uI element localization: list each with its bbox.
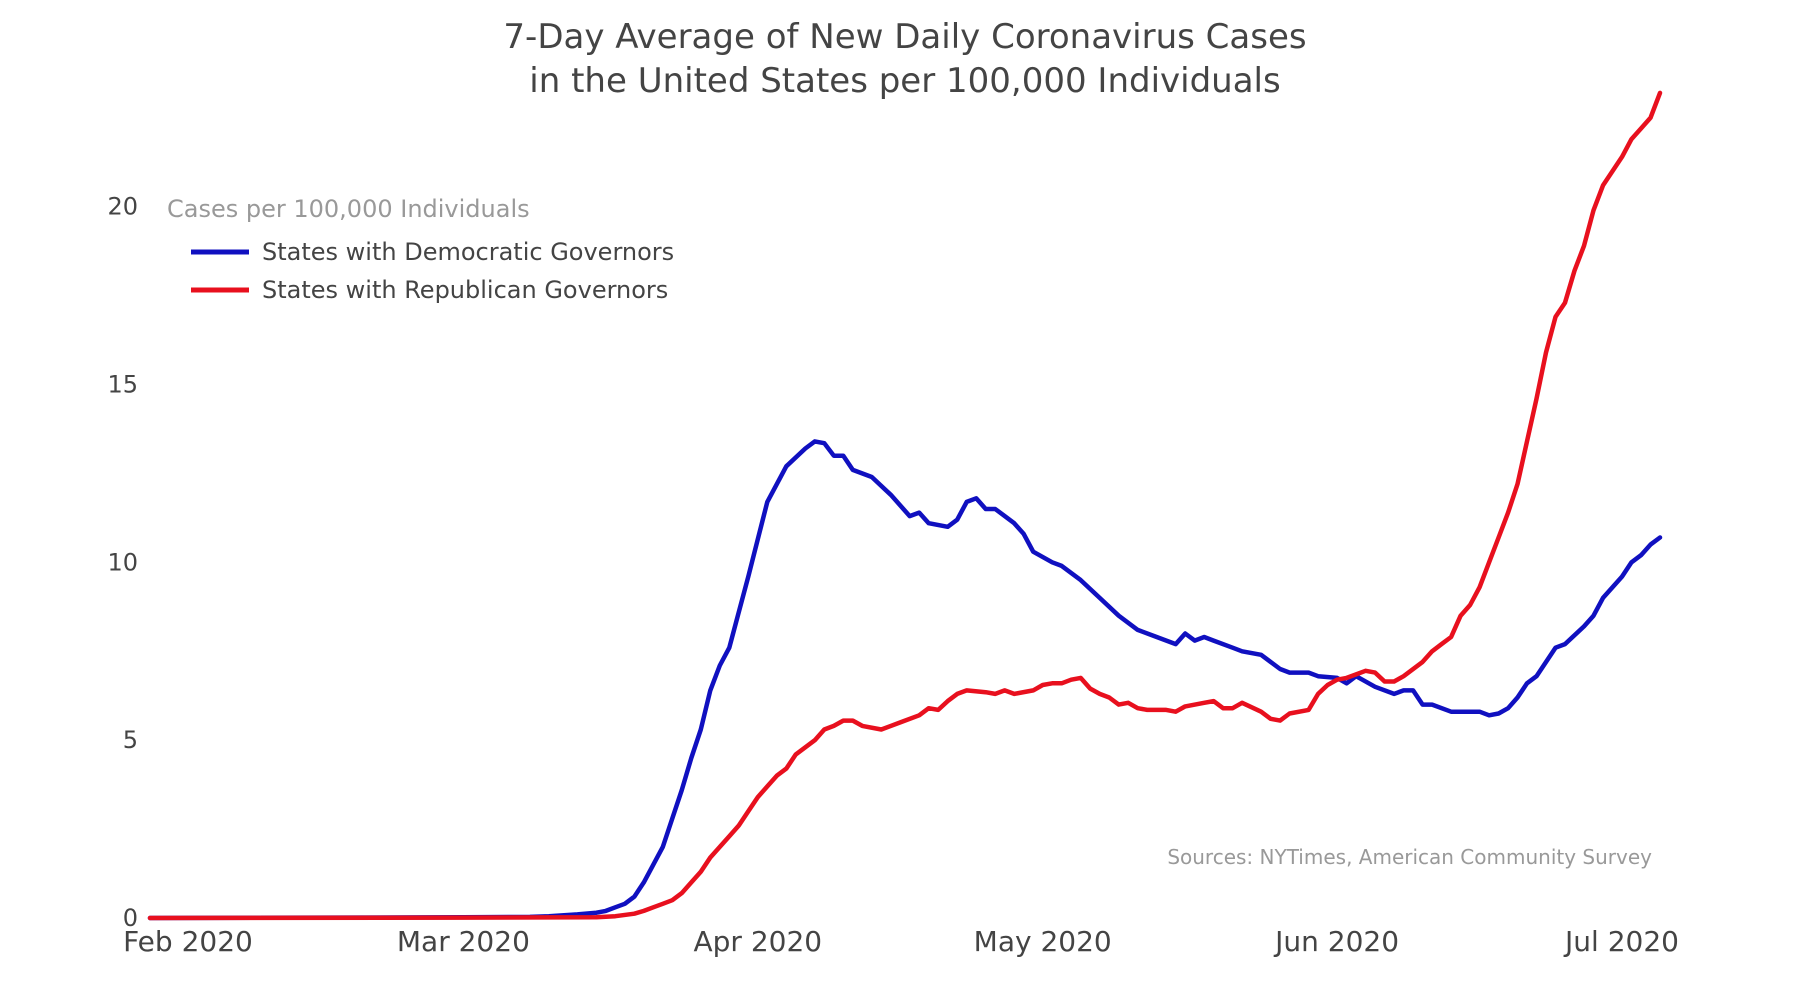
y-axis-label: Cases per 100,000 Individuals: [167, 195, 530, 223]
chart-title-line2: in the United States per 100,000 Individ…: [529, 61, 1280, 101]
x-tick-label: Jul 2020: [1563, 925, 1679, 958]
y-tick-label: 20: [107, 193, 138, 221]
y-tick-label: 5: [123, 726, 138, 754]
legend-label-democratic: States with Democratic Governors: [262, 238, 674, 266]
x-tick-label: Apr 2020: [693, 925, 822, 958]
legend[interactable]: States with Democratic Governors States …: [191, 238, 674, 304]
source-note: Sources: NYTimes, American Community Sur…: [1167, 845, 1652, 869]
x-tick-label: Jun 2020: [1273, 925, 1399, 958]
x-axis: Feb 2020 Mar 2020 Apr 2020 May 2020 Jun 2020…: [123, 925, 1679, 958]
x-tick-label: Mar 2020: [397, 925, 530, 958]
x-tick-label: May 2020: [974, 925, 1112, 958]
y-tick-label: 10: [107, 548, 138, 576]
y-tick-label: 15: [107, 371, 138, 399]
chart-title-line1: 7-Day Average of New Daily Coronavirus C…: [503, 17, 1306, 57]
legend-label-republican: States with Republican Governors: [262, 276, 668, 304]
x-tick-label: Feb 2020: [123, 925, 253, 958]
